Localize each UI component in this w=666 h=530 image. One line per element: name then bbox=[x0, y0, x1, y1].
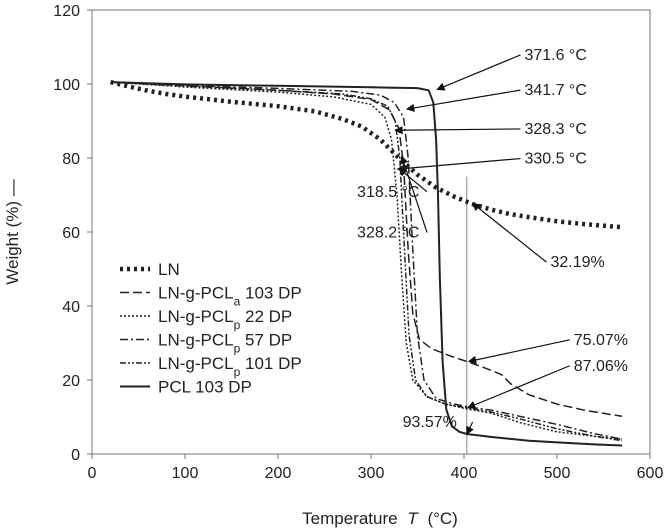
x-tick-label: 200 bbox=[265, 465, 292, 482]
annotation-arrow bbox=[396, 157, 521, 173]
annotation-label: 87.06% bbox=[574, 358, 628, 375]
y-tick-label: 60 bbox=[62, 225, 80, 242]
annotation-label: 93.57% bbox=[403, 414, 457, 431]
y-tick-label: 80 bbox=[62, 151, 80, 168]
x-axis-title: Temperature T (°C) bbox=[302, 509, 458, 528]
legend-label: LN bbox=[158, 260, 180, 279]
x-tick-label: 100 bbox=[172, 465, 199, 482]
annotation-label: 32.19% bbox=[550, 254, 604, 271]
y-tick-label: 40 bbox=[62, 299, 80, 316]
legend-label: LN-g-PCLp 101 DP bbox=[158, 354, 302, 379]
annotation-label: 371.6 °C bbox=[524, 47, 586, 64]
series-line-2 bbox=[110, 81, 623, 440]
annotation-arrow bbox=[466, 421, 474, 436]
annotation-label: 318.5 °C bbox=[357, 184, 419, 201]
series-line-5 bbox=[110, 81, 623, 447]
series-line-4 bbox=[110, 81, 623, 442]
annotation-arrow bbox=[436, 54, 521, 91]
annotation-arrow bbox=[467, 339, 570, 365]
legend-label: LN-g-PCLp 57 DP bbox=[158, 331, 292, 356]
series-line-3 bbox=[110, 81, 623, 440]
annotation-label: 328.3 °C bbox=[524, 121, 586, 138]
x-axis-title-var: T bbox=[407, 509, 419, 528]
series-layer bbox=[110, 79, 623, 447]
y-tick-label: 20 bbox=[62, 373, 80, 390]
annotation-arrow bbox=[400, 155, 428, 233]
legend-label: LN-g-PCLa 103 DP bbox=[158, 284, 302, 309]
x-tick-label: 600 bbox=[637, 465, 664, 482]
x-tick-label: 300 bbox=[358, 465, 385, 482]
y-tick-label: 120 bbox=[53, 3, 80, 20]
x-tick-label: 0 bbox=[88, 465, 97, 482]
series-line-0 bbox=[110, 79, 623, 230]
y-tick-label: 100 bbox=[53, 77, 80, 94]
y-tick-label: 0 bbox=[71, 447, 80, 464]
legend-label: LN-g-PCLp 22 DP bbox=[158, 307, 292, 332]
y-axis-ticks: 0 20 40 60 80 100 120 bbox=[53, 3, 92, 464]
annotation-arrow bbox=[471, 202, 547, 263]
annotation-label: 341.7 °C bbox=[524, 82, 586, 99]
legend-label: PCL 103 DP bbox=[158, 378, 252, 397]
annotation-label: 330.5 °C bbox=[524, 151, 586, 168]
x-tick-label: 400 bbox=[451, 465, 478, 482]
annotation-label: 328.2 °C bbox=[357, 225, 419, 242]
annotation-arrow bbox=[466, 365, 570, 409]
x-axis-title-text: Temperature bbox=[302, 509, 397, 528]
x-axis-title-unit: (°C) bbox=[427, 509, 457, 528]
x-tick-label: 500 bbox=[544, 465, 571, 482]
annotation-layer: 371.6 °C 341.7 °C 328.3 °C 330.5 °C 318.5 °C… bbox=[357, 47, 628, 436]
annotation-arrow bbox=[394, 125, 521, 135]
y-axis-title: Weight (%) — bbox=[3, 179, 22, 285]
annotation-label: 75.07% bbox=[574, 332, 628, 349]
x-axis-ticks: 0 100 200 300 400 500 600 bbox=[88, 454, 664, 482]
annotation-arrow bbox=[398, 167, 428, 193]
annotation-arrow bbox=[405, 89, 521, 113]
series-line-1 bbox=[110, 81, 623, 418]
